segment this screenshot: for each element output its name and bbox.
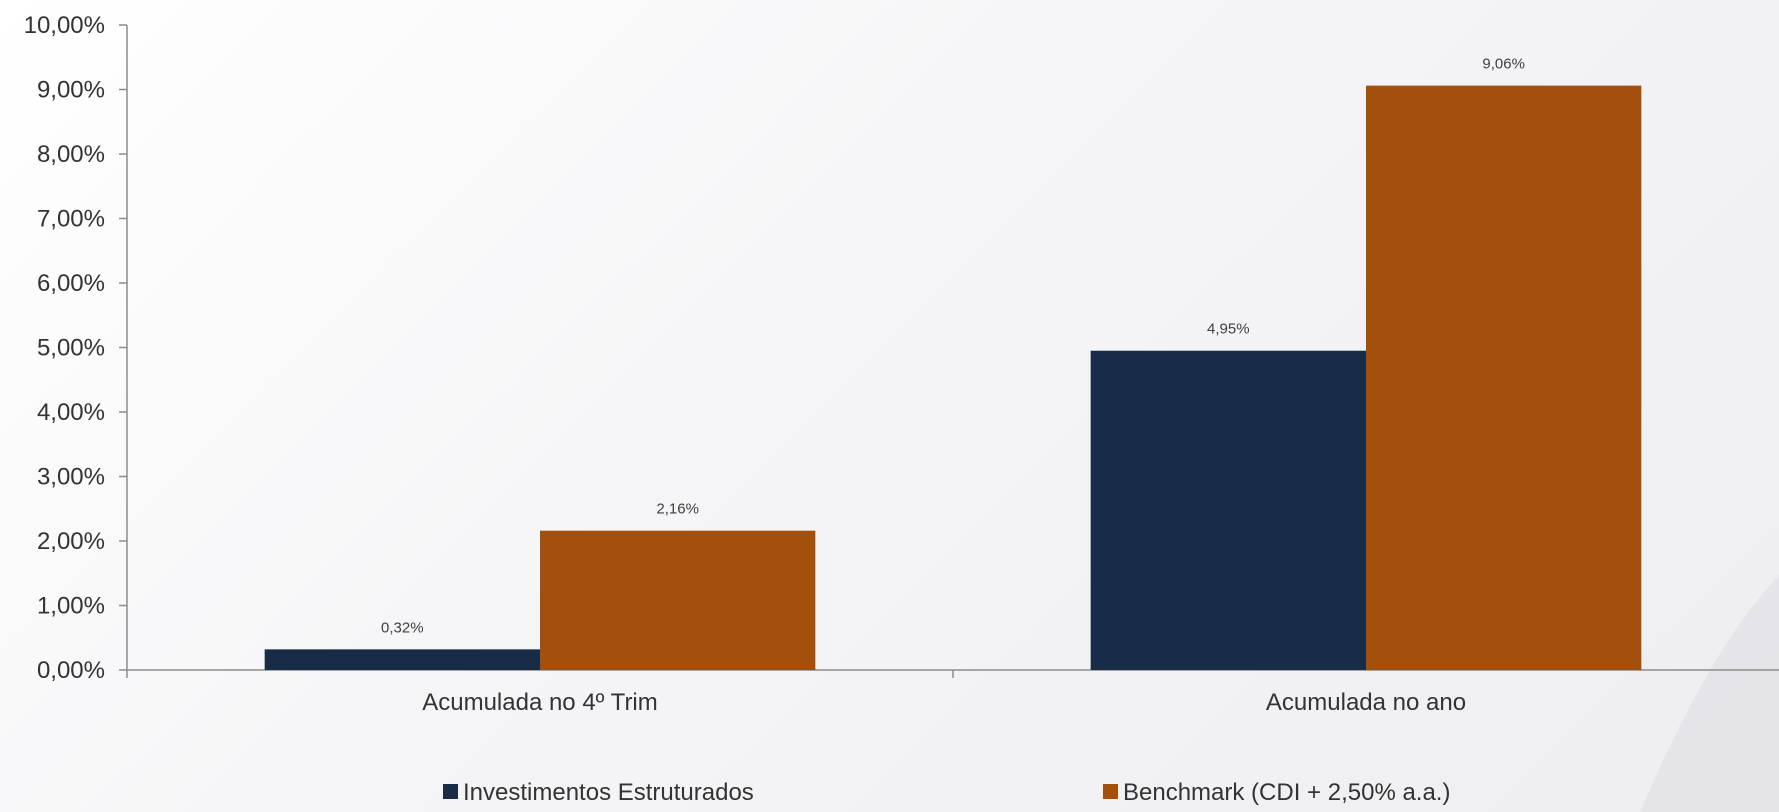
- legend-label: Investimentos Estruturados: [463, 779, 754, 806]
- y-tick-label: 1,00%: [37, 593, 105, 620]
- y-tick-label: 4,00%: [37, 399, 105, 426]
- y-tick-label: 8,00%: [37, 141, 105, 168]
- y-tick-label: 0,00%: [37, 657, 105, 684]
- legend: Investimentos Estruturados Benchmark (CDI…: [443, 779, 1450, 806]
- bars: 0,32% 2,16% 4,95% 9,06%: [264, 56, 1642, 670]
- y-tick-label: 9,00%: [37, 77, 105, 104]
- bar: [1366, 85, 1642, 670]
- y-axis: 0,00% 1,00% 2,00% 3,00% 4,00% 5,00% 6,00% 7,00%…: [24, 12, 128, 684]
- legend-swatch: [443, 784, 458, 799]
- legend-label: Benchmark (CDI + 2,50% a.a.): [1123, 779, 1450, 806]
- legend-swatch: [1103, 784, 1118, 799]
- y-tick-label: 3,00%: [37, 464, 105, 491]
- data-label: 4,95%: [1207, 321, 1250, 338]
- data-label: 2,16%: [656, 501, 699, 518]
- y-tick-label: 2,00%: [37, 528, 105, 555]
- x-category-label: Acumulada no 4º Trim: [422, 689, 658, 716]
- y-tick-label: 5,00%: [37, 335, 105, 362]
- background-swoosh: [1640, 575, 1779, 812]
- y-tick-label: 6,00%: [37, 270, 105, 297]
- y-tick-label: 10,00%: [24, 12, 105, 39]
- x-category-label: Acumulada no ano: [1266, 689, 1466, 716]
- x-axis: Acumulada no 4º Trim Acumulada no ano: [126, 669, 1779, 716]
- data-label: 9,06%: [1482, 56, 1525, 73]
- bar: [264, 649, 540, 670]
- data-label: 0,32%: [381, 619, 424, 636]
- y-tick-label: 7,00%: [37, 206, 105, 233]
- bar: [540, 530, 816, 670]
- bar: [1090, 350, 1366, 670]
